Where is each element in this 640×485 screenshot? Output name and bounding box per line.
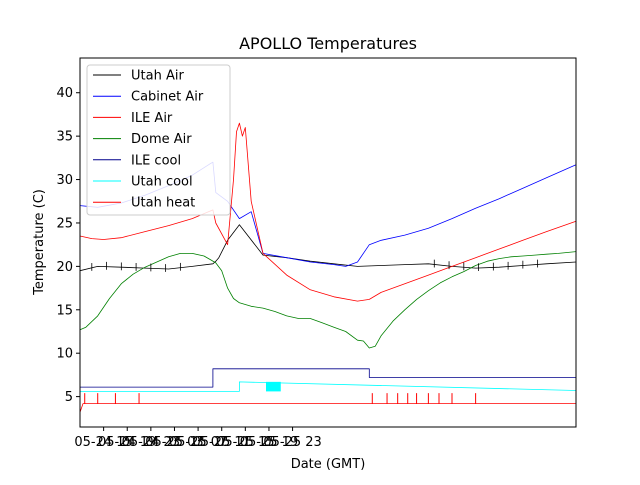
x-tick-label: 05-24 19 [98,435,156,450]
x-tick-label: 05-25 19 [240,435,298,450]
y-tick-label: 35 [56,130,73,145]
y-tick-label: 25 [56,216,73,231]
series-line-ile-cool [80,368,576,388]
marks-layer [84,259,539,404]
x-tick-label: 05-24 23 [122,435,180,450]
y-tick-label: 20 [56,260,73,275]
y-tick-label: 15 [56,303,73,318]
y-tick-label: 10 [56,347,73,362]
y-axis-label: Temperature (C) [32,189,47,296]
x-tick-label: 05-25 07 [169,435,227,450]
x-tick-label: 05-24 15 [74,435,132,450]
utah-cool-active-band [266,381,281,392]
plot-frame [79,57,577,428]
legend-label-ile-cool: ILE cool [131,153,181,168]
x-tick-label: 05-25 03 [145,435,203,450]
series-line-utah-heat [79,403,576,413]
y-tick-label: 40 [56,86,73,101]
legend-label-dome-air: Dome Air [131,132,192,147]
series-layer [79,122,577,413]
legend-label-utah-cool: Utah cool [131,175,193,190]
x-axis-label: Date (GMT) [291,457,366,472]
series-line-dome-air [79,251,577,349]
x-tick-label: 05-25 23 [263,435,321,450]
x-tick-label: 05-25 11 [192,435,250,450]
chart-title: APOLLO Temperatures [239,34,417,53]
y-ticks: 5 10 15 20 25 30 35 40 [56,86,80,405]
legend-label-ile-air: ILE Air [131,111,173,126]
x-tick-label: 05-25 15 [216,435,274,450]
legend-label-cabinet-air: Cabinet Air [131,90,204,105]
legend: Utah Air Cabinet Air ILE Air Dome Air ILE co… [86,64,231,216]
series-line-utah-cool [80,381,577,392]
y-tick-label: 5 [65,390,73,405]
series-line-ile-air [79,122,577,302]
legend-box [86,64,231,216]
legend-label-utah-air: Utah Air [131,69,184,84]
y-tick-label: 30 [56,173,73,188]
legend-label-utah-heat: Utah heat [131,196,195,211]
